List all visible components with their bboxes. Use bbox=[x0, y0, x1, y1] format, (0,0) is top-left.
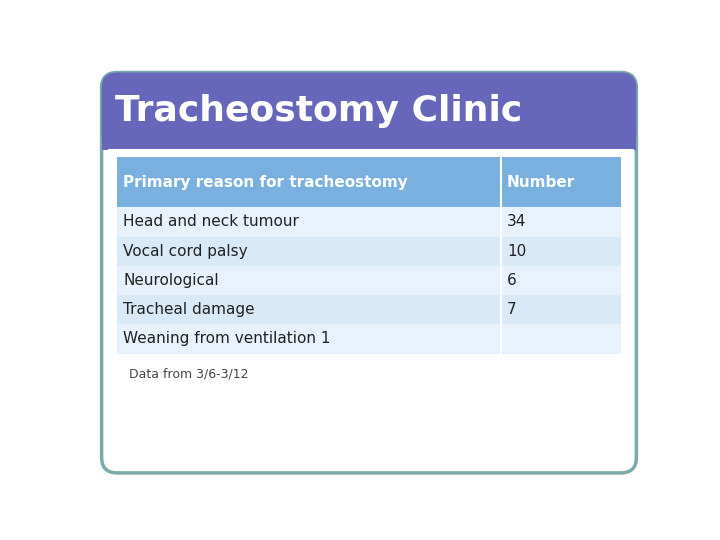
Bar bbox=[117, 237, 621, 266]
Bar bbox=[117, 266, 621, 295]
Bar bbox=[117, 157, 621, 207]
Text: Tracheostomy Clinic: Tracheostomy Clinic bbox=[114, 94, 522, 128]
Text: Tracheal damage: Tracheal damage bbox=[123, 302, 255, 317]
FancyBboxPatch shape bbox=[102, 72, 636, 473]
FancyBboxPatch shape bbox=[102, 72, 636, 150]
Text: 6: 6 bbox=[507, 273, 517, 288]
Text: Data from 3/6-3/12: Data from 3/6-3/12 bbox=[129, 367, 248, 380]
Bar bbox=[102, 126, 636, 150]
Text: 10: 10 bbox=[507, 244, 526, 259]
Bar bbox=[117, 207, 621, 237]
Text: 7: 7 bbox=[507, 302, 516, 317]
Text: Head and neck tumour: Head and neck tumour bbox=[123, 214, 300, 230]
Text: Weaning from ventilation 1: Weaning from ventilation 1 bbox=[123, 332, 330, 347]
Bar bbox=[117, 325, 621, 354]
Text: Primary reason for tracheostomy: Primary reason for tracheostomy bbox=[123, 175, 408, 190]
Text: Vocal cord palsy: Vocal cord palsy bbox=[123, 244, 248, 259]
Text: Number: Number bbox=[507, 175, 575, 190]
Text: Neurological: Neurological bbox=[123, 273, 219, 288]
Text: 34: 34 bbox=[507, 214, 526, 230]
Bar bbox=[117, 295, 621, 325]
